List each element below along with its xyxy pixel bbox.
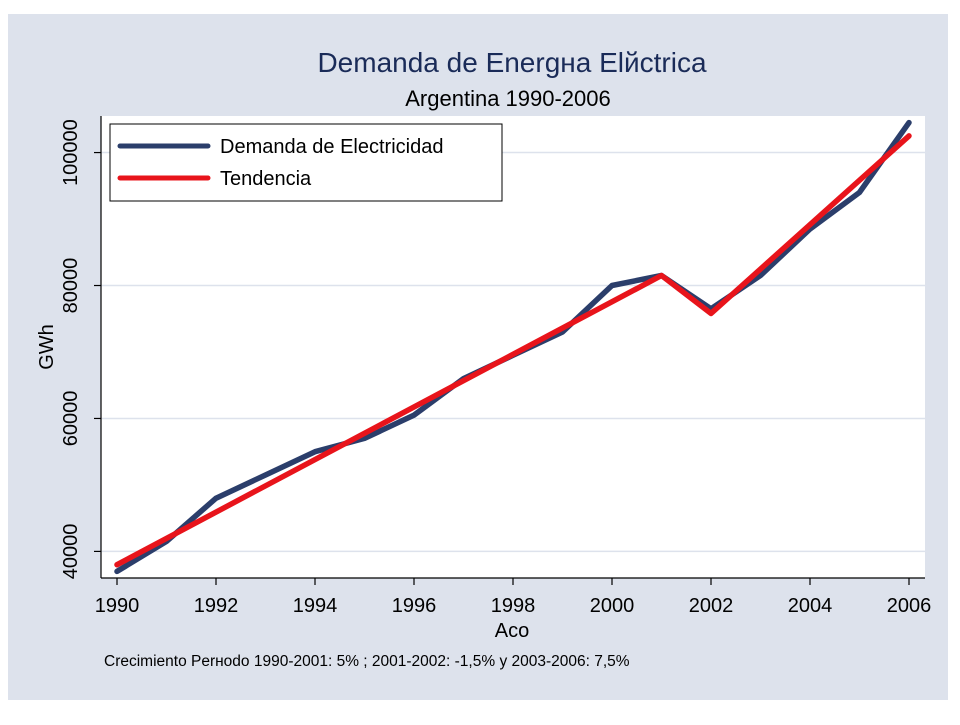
series-line-tendencia (114, 133, 912, 568)
x-tick-label: 1996 (392, 595, 437, 617)
y-tick-label: 60000 (60, 391, 82, 447)
chart-subtitle: Argentina 1990-2006 (405, 86, 611, 111)
legend: Demanda de Electricidad Tendencia (109, 123, 503, 202)
x-tick-label: 2000 (590, 595, 635, 617)
chart-title: Demanda de Energнa Elйctrica (317, 47, 707, 78)
x-tick-label: 1990 (95, 595, 140, 617)
y-tick-label: 40000 (60, 524, 82, 580)
series-lines (114, 119, 912, 575)
y-tick-label: 100000 (60, 119, 82, 186)
x-tick-label: 2002 (689, 595, 734, 617)
x-tick-label: 1998 (491, 595, 536, 617)
y-tick-label: 80000 (60, 258, 82, 314)
y-axis-label: GWh (36, 324, 58, 370)
x-tick-label: 2004 (788, 595, 833, 617)
x-tick-label: 1994 (293, 595, 338, 617)
x-tick-label: 2006 (887, 595, 932, 617)
y-axis-ticks: 40000 60000 80000 100000 (60, 119, 101, 579)
legend-box (109, 123, 503, 202)
x-axis-ticks: 1990 1992 1994 1996 1998 2000 2002 2004 2006 (95, 578, 932, 617)
x-axis-label: Aco (495, 620, 529, 642)
legend-label-tendencia: Tendencia (220, 168, 312, 190)
legend-label-demanda: Demanda de Electricidad (220, 136, 443, 158)
x-tick-label: 1992 (194, 595, 239, 617)
chart-note: Crecimiento Perнodo 1990-2001: 5% ; 2001… (104, 653, 630, 670)
